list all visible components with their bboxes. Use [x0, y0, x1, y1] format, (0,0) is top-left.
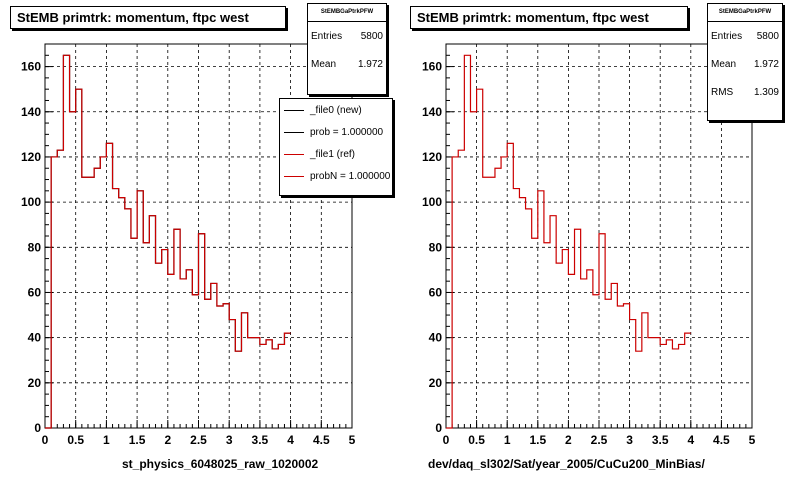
p0-y-tick-label: 80 — [28, 240, 42, 254]
stats-value: 1.972 — [753, 58, 779, 70]
legend-line-icon — [284, 131, 304, 133]
p1-x-tick-label: 1.5 — [529, 433, 546, 447]
right-stats-box: StEMBGaPtrkPFW Entries 5800 Mean 1.972 R… — [707, 3, 783, 121]
p0-y-tick-label: 0 — [34, 421, 41, 435]
p0-series-line-1 — [45, 54, 291, 429]
left-x-caption: st_physics_6048025_raw_1020002 — [122, 457, 319, 471]
p0-y-tick-label: 20 — [28, 376, 42, 390]
left-legend-box: _file0 (new) prob = 1.000000 _file1 (ref… — [279, 98, 393, 196]
right-stats-row-entries: Entries 5800 — [708, 22, 782, 50]
legend-item-file1: _file1 (ref) — [280, 143, 392, 165]
p0-x-tick-label: 2 — [164, 433, 171, 447]
stats-label: Mean — [711, 58, 737, 70]
legend-line-icon — [284, 153, 304, 155]
p0-x-tick-label: 1 — [103, 433, 110, 447]
legend-label: prob = 1.000000 — [310, 126, 384, 138]
stats-value: 1.309 — [753, 86, 779, 98]
stats-label: Mean — [311, 58, 337, 70]
p1-x-tick-label: 3 — [626, 433, 633, 447]
p0-x-tick-label: 0.5 — [67, 433, 84, 447]
right-stats-header: StEMBGaPtrkPFW — [708, 4, 782, 22]
p1-x-tick-label: 4 — [687, 433, 694, 447]
p0-x-tick-label: 1.5 — [129, 433, 146, 447]
p1-x-tick-label: 2.5 — [591, 433, 608, 447]
p1-x-tick-label: 0.5 — [468, 433, 485, 447]
left-title-text: StEMB primtrk: momentum, ftpc west — [17, 10, 249, 25]
p0-x-tick-label: 2.5 — [190, 433, 207, 447]
stats-value: 5800 — [360, 30, 383, 42]
p0-x-tick-label: 0 — [42, 433, 49, 447]
legend-item-prob: prob = 1.000000 — [280, 121, 392, 143]
p1-y-tick-label: 60 — [429, 285, 443, 299]
p0-y-tick-label: 120 — [21, 150, 41, 164]
p0-y-tick-label: 140 — [21, 105, 41, 119]
p0-x-tick-label: 4.5 — [313, 433, 330, 447]
p1-x-tick-label: 0 — [443, 433, 450, 447]
p1-y-tick-label: 100 — [422, 195, 442, 209]
stats-label: RMS — [711, 86, 734, 98]
left-stats-header: StEMBGaPtrkPFW — [308, 4, 386, 22]
p0-y-tick-label: 40 — [28, 331, 42, 345]
p1-x-tick-label: 3.5 — [652, 433, 669, 447]
p1-y-tick-label: 0 — [435, 421, 442, 435]
p0-x-tick-label: 3.5 — [252, 433, 269, 447]
stats-label: Entries — [711, 30, 743, 42]
legend-item-probn: probN = 1.000000 — [280, 165, 392, 187]
p1-y-tick-label: 40 — [429, 331, 443, 345]
p1-y-tick-label: 120 — [422, 150, 442, 164]
p1-x-tick-label: 5 — [749, 433, 756, 447]
right-stats-row-mean: Mean 1.972 — [708, 50, 782, 78]
legend-label: _file0 (new) — [310, 104, 362, 116]
legend-line-icon — [284, 175, 304, 177]
legend-label: probN = 1.000000 — [310, 170, 391, 182]
right-title-text: StEMB primtrk: momentum, ftpc west — [417, 10, 649, 25]
p0-y-tick-label: 160 — [21, 60, 41, 74]
p0-y-tick-label: 100 — [21, 195, 41, 209]
p1-y-tick-label: 140 — [422, 105, 442, 119]
legend-label: _file1 (ref) — [310, 148, 356, 160]
p1-y-tick-label: 20 — [429, 376, 443, 390]
right-x-caption: dev/daq_sl302/Sat/year_2005/CuCu200_MinB… — [428, 457, 705, 471]
left-stats-row-entries: Entries 5800 — [308, 22, 386, 50]
left-stats-row-mean: Mean 1.972 — [308, 50, 386, 78]
p1-x-tick-label: 2 — [565, 433, 572, 447]
p1-series-line-0 — [446, 54, 691, 429]
right-stats-row-rms: RMS 1.309 — [708, 78, 782, 106]
p0-x-tick-label: 4 — [287, 433, 294, 447]
p1-y-tick-label: 80 — [429, 240, 443, 254]
left-panel-title: StEMB primtrk: momentum, ftpc west — [10, 6, 286, 29]
stats-value: 5800 — [756, 30, 779, 42]
p1-x-tick-label: 1 — [504, 433, 511, 447]
stats-value: 1.972 — [357, 58, 383, 70]
p1-x-tick-label: 4.5 — [713, 433, 730, 447]
p0-y-tick-label: 60 — [28, 285, 42, 299]
stats-label: Entries — [311, 30, 343, 42]
p0-x-tick-label: 5 — [349, 433, 356, 447]
p1-y-tick-label: 160 — [422, 60, 442, 74]
left-stats-box: StEMBGaPtrkPFW Entries 5800 Mean 1.972 — [307, 3, 387, 95]
p0-x-tick-label: 3 — [226, 433, 233, 447]
legend-line-icon — [284, 109, 304, 111]
legend-item-file0: _file0 (new) — [280, 99, 392, 121]
right-panel-title: StEMB primtrk: momentum, ftpc west — [410, 6, 688, 29]
